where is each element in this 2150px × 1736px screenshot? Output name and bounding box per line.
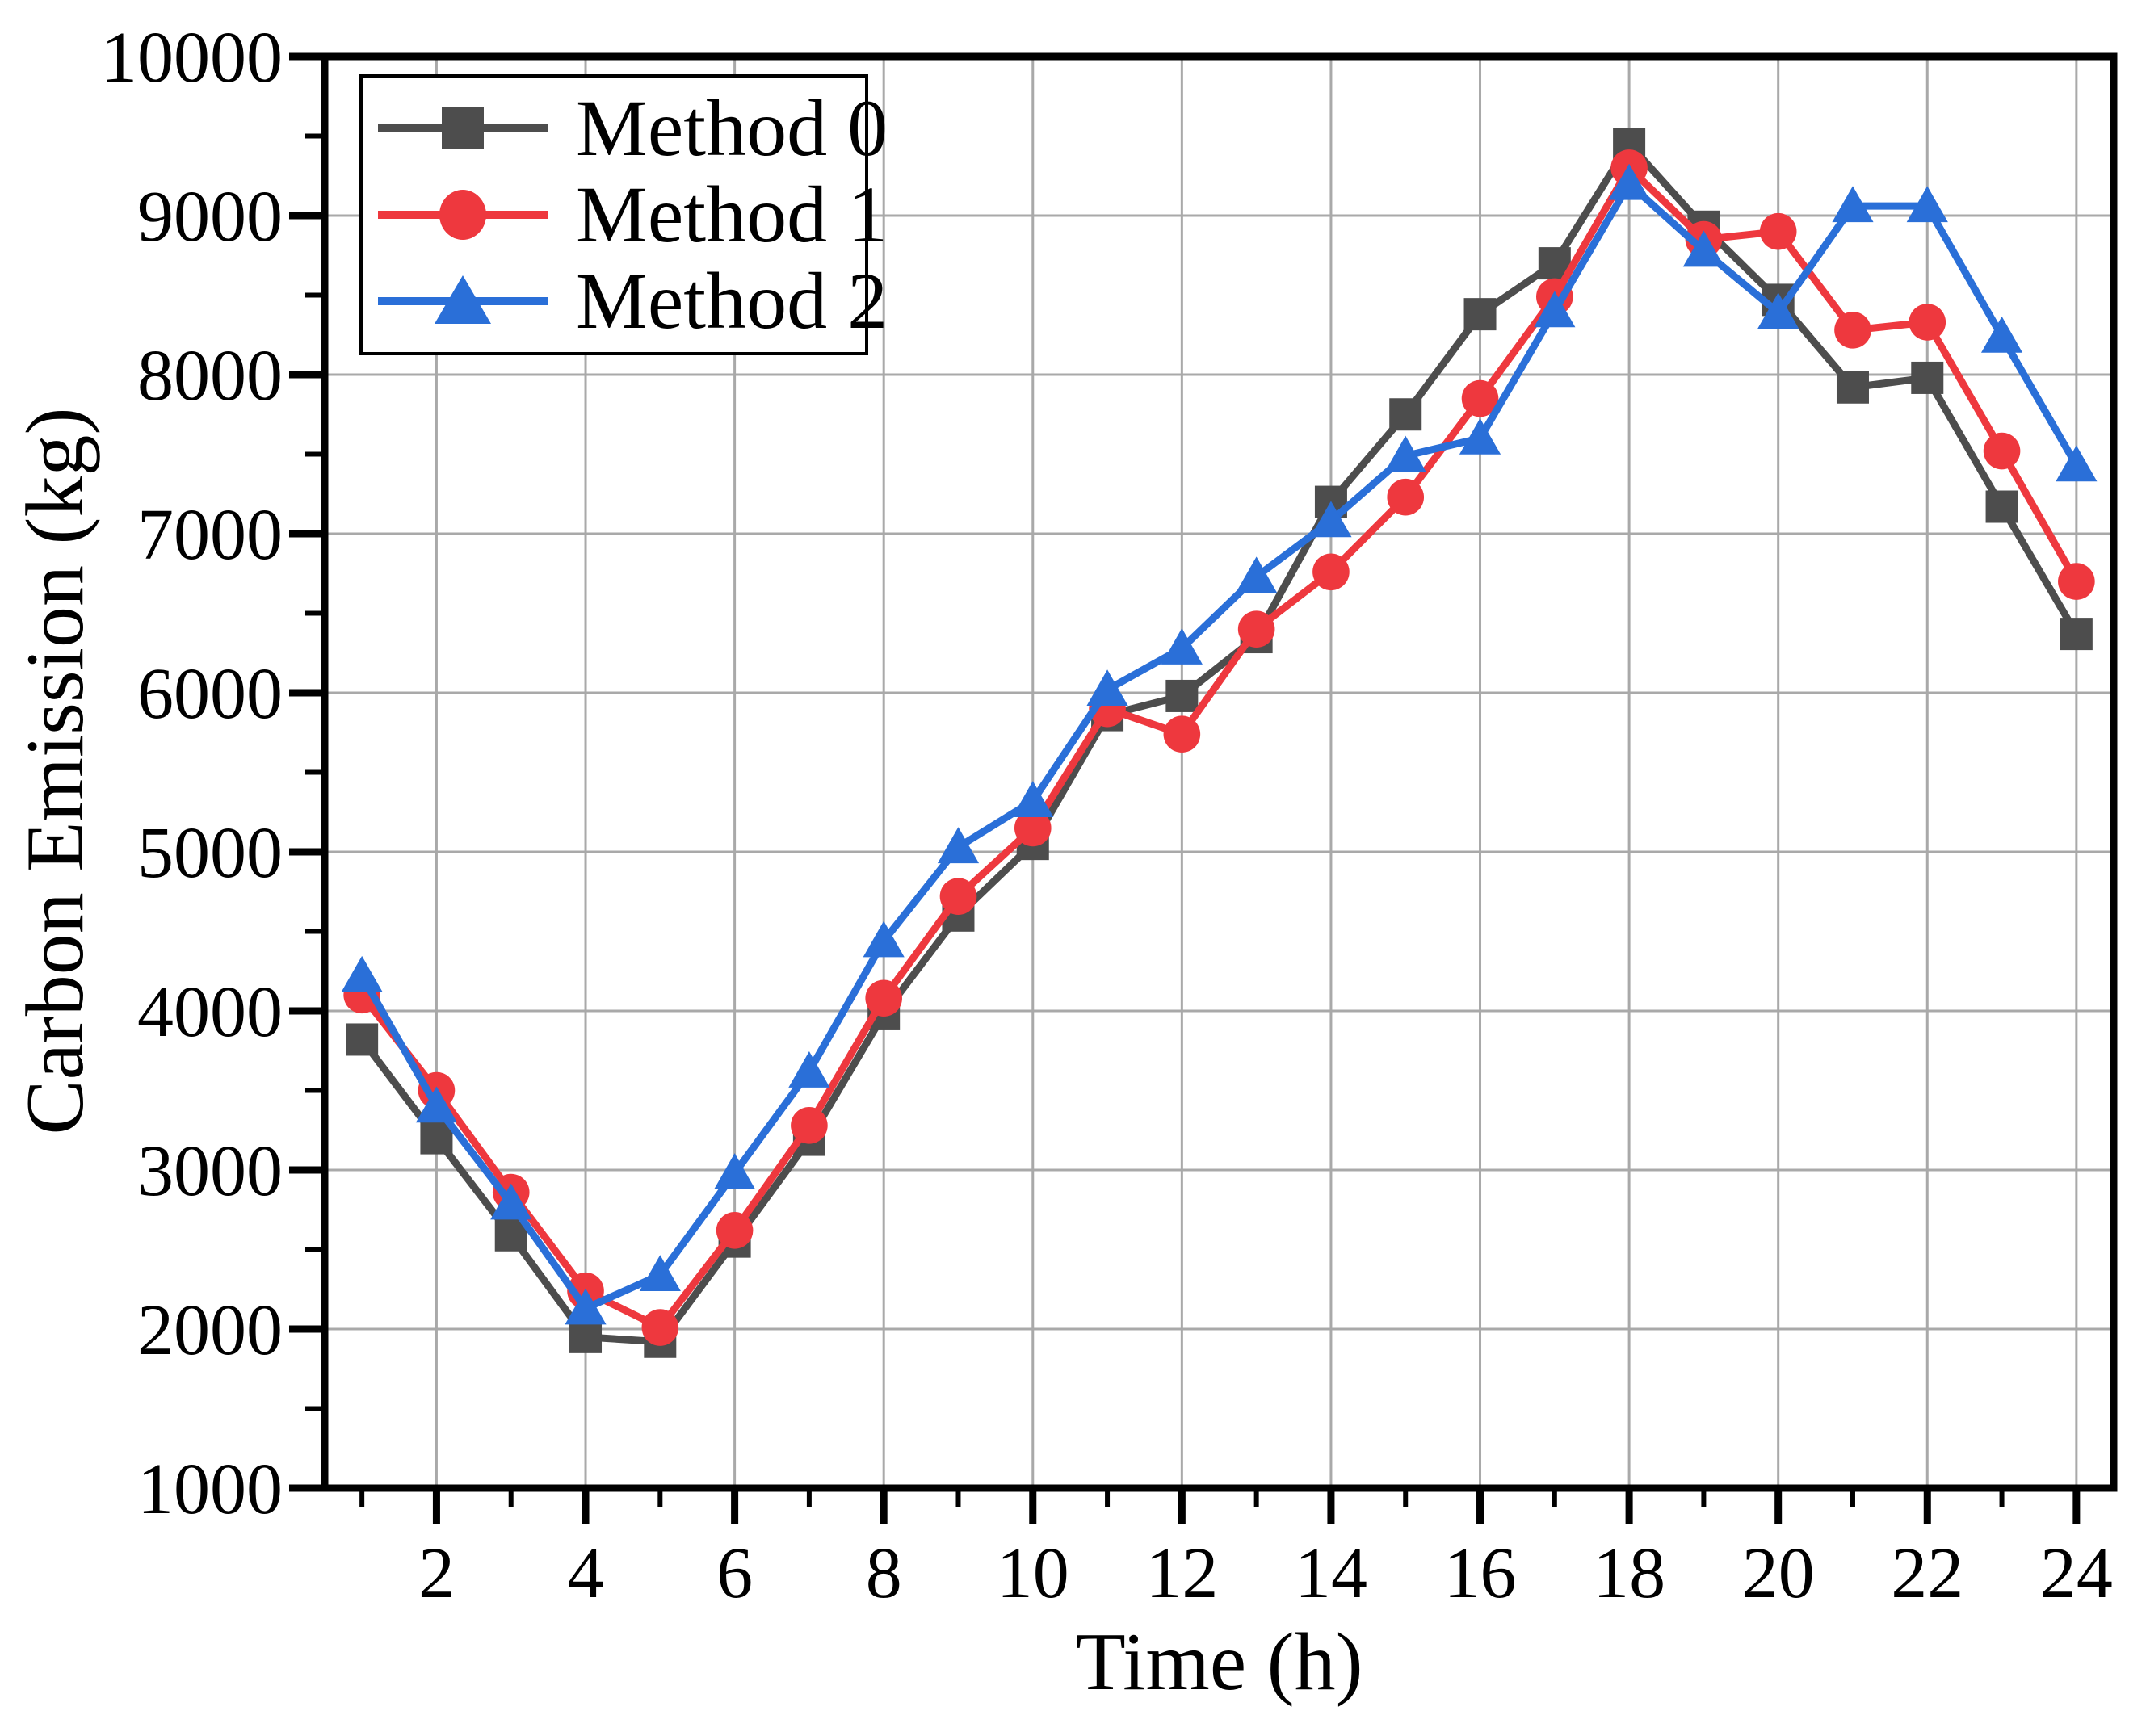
x-tick-label: 8 — [866, 1533, 902, 1613]
data-point — [2056, 445, 2098, 482]
data-point — [1911, 361, 1944, 394]
method-1-swatch-icon — [378, 189, 548, 240]
data-point — [939, 878, 977, 915]
method-2-swatch-icon — [378, 275, 548, 324]
data-point — [2060, 618, 2093, 651]
legend: Method 0 Method 1 Method 2 — [359, 74, 888, 355]
data-point — [1165, 679, 1199, 712]
data-point — [1014, 809, 1052, 847]
y-tick-label: 1000 — [137, 1449, 283, 1529]
data-point — [1236, 556, 1278, 593]
data-point — [1757, 292, 1799, 329]
data-point — [1832, 186, 1874, 223]
data-point — [415, 1086, 458, 1123]
data-point — [346, 1023, 379, 1056]
x-tick-label: 22 — [1891, 1533, 1963, 1613]
data-point — [420, 1122, 453, 1155]
y-tick-label: 9000 — [137, 177, 283, 257]
data-point — [788, 1051, 830, 1088]
data-point — [490, 1183, 532, 1220]
y-tick-label: 3000 — [137, 1131, 283, 1211]
data-point — [1163, 715, 1201, 753]
data-point — [1161, 628, 1203, 665]
y-tick-label: 7000 — [137, 495, 283, 575]
data-point — [1980, 316, 2023, 353]
y-tick-label: 10000 — [101, 18, 283, 98]
data-point — [641, 1309, 679, 1346]
data-point — [937, 827, 980, 864]
grid-lines — [325, 57, 2114, 1488]
data-point — [1086, 669, 1128, 707]
data-point — [1312, 553, 1350, 591]
series-method-2 — [341, 163, 2098, 1325]
data-point — [1237, 610, 1275, 648]
legend-label: Method 1 — [576, 169, 888, 259]
x-axis-title: Time (h) — [1075, 1616, 1363, 1708]
x-tick-labels: 2 4 6 8 10 12 14 16 18 20 22 24 — [418, 1533, 2113, 1613]
y-tick-label: 5000 — [137, 813, 283, 893]
data-point — [569, 1320, 603, 1353]
legend-item-method-0: Method 0 — [374, 88, 888, 169]
data-point — [1012, 781, 1054, 817]
x-tick-label: 18 — [1593, 1533, 1665, 1613]
x-tick-label: 16 — [1444, 1533, 1517, 1613]
data-point — [1389, 398, 1422, 431]
y-tick-label: 2000 — [137, 1290, 283, 1370]
data-point — [1387, 478, 1425, 516]
data-point — [716, 1212, 754, 1249]
data-point — [1834, 312, 1871, 349]
data-point — [1682, 230, 1724, 267]
y-axis-title: Carbon Emission (kg) — [10, 407, 101, 1135]
data-point — [1534, 291, 1576, 328]
data-point — [1310, 501, 1352, 538]
method-0-swatch-icon — [378, 107, 548, 150]
data-point — [341, 955, 383, 992]
data-point — [1906, 186, 1948, 223]
legend-label: Method 0 — [576, 83, 888, 174]
data-point — [714, 1153, 756, 1189]
data-point — [863, 920, 905, 958]
y-tick-label: 6000 — [137, 654, 283, 734]
x-tick-label: 20 — [1742, 1533, 1815, 1613]
plot-border — [321, 52, 2118, 1492]
x-tick-label: 12 — [1145, 1533, 1218, 1613]
legend-item-method-1: Method 1 — [374, 174, 888, 255]
data-point — [1608, 163, 1650, 200]
data-point — [2058, 563, 2095, 600]
x-tick-label: 10 — [997, 1533, 1069, 1613]
x-tick-label: 24 — [2040, 1533, 2113, 1613]
x-tick-label: 4 — [568, 1533, 604, 1613]
legend-item-method-2: Method 2 — [374, 260, 888, 342]
data-point — [791, 1107, 828, 1144]
data-point — [1909, 304, 1946, 341]
x-tick-label: 14 — [1295, 1533, 1367, 1613]
data-point — [1985, 490, 2018, 523]
y-tick-labels: 1000 2000 3000 4000 5000 6000 7000 8000 9000 1000… — [101, 18, 283, 1529]
data-point — [1459, 418, 1501, 455]
x-tick-label: 6 — [716, 1533, 753, 1613]
x-tick-label: 2 — [418, 1533, 455, 1613]
data-point — [639, 1255, 681, 1292]
data-point — [1759, 212, 1797, 250]
data-point — [1384, 435, 1426, 472]
legend-label: Method 2 — [576, 255, 888, 346]
data-point — [865, 979, 902, 1017]
data-point — [1983, 432, 2021, 470]
data-point — [1463, 298, 1497, 331]
data-point — [1836, 371, 1869, 404]
y-tick-label: 4000 — [137, 972, 283, 1052]
y-tick-label: 8000 — [137, 336, 283, 416]
data-point — [1461, 379, 1499, 417]
data-point — [565, 1288, 607, 1325]
